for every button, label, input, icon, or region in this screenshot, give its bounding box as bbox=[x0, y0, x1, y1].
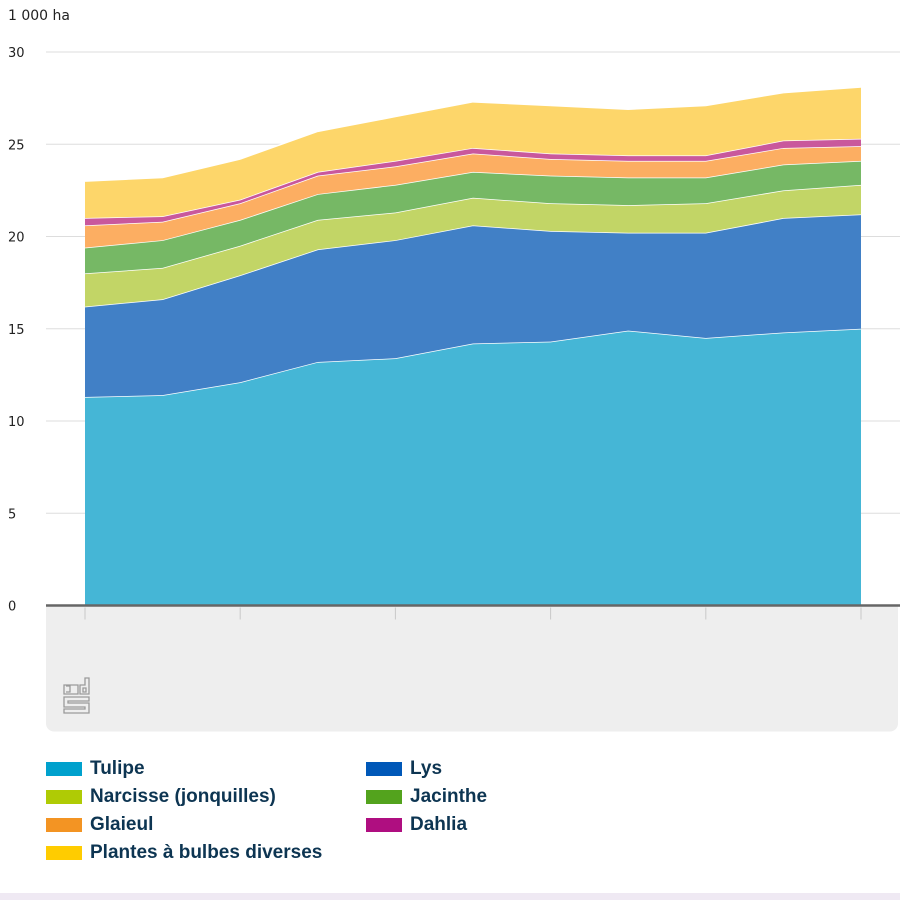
legend-label: Glaieul bbox=[90, 814, 154, 835]
legend-label: Narcisse (jonquilles) bbox=[90, 786, 276, 807]
area-tulipe bbox=[85, 328, 861, 606]
y-tick-label: 25 bbox=[8, 138, 25, 153]
legend-swatch bbox=[46, 762, 82, 776]
y-axis-unit-label: 1 000 ha bbox=[8, 8, 70, 24]
legend-label: Jacinthe bbox=[410, 786, 488, 807]
legend-label: Plantes à bulbes diverses bbox=[90, 842, 323, 863]
legend-label: Tulipe bbox=[90, 758, 145, 779]
legend-label: Lys bbox=[410, 758, 443, 779]
legend-swatch bbox=[366, 762, 402, 776]
legend-item: Plantes à bulbes diverses bbox=[46, 842, 322, 864]
legend-item: Dahlia bbox=[366, 814, 467, 836]
y-tick-label: 20 bbox=[8, 231, 25, 246]
area-glaieul bbox=[85, 146, 861, 248]
y-tick-label: 15 bbox=[8, 323, 25, 338]
legend-swatch bbox=[366, 790, 402, 804]
area-lys bbox=[85, 214, 861, 398]
y-tick-label: 10 bbox=[8, 415, 25, 430]
legend-item: Narcisse (jonquilles) bbox=[46, 786, 276, 808]
legend-item: Lys bbox=[366, 758, 442, 780]
legend-swatch bbox=[46, 818, 82, 832]
bottom-band bbox=[0, 893, 900, 900]
legend-swatch bbox=[46, 790, 82, 804]
legend-item: Tulipe bbox=[46, 758, 145, 780]
x-axis-band bbox=[46, 605, 898, 732]
stacked-area-chart: 0 5 10 15 20 25 30 bbox=[8, 46, 900, 732]
legend-item: Glaieul bbox=[46, 814, 153, 836]
area-dahlia bbox=[85, 138, 861, 226]
y-tick-label: 0 bbox=[8, 600, 16, 615]
legend-item: Jacinthe bbox=[366, 786, 487, 808]
legend-swatch bbox=[366, 818, 402, 832]
area-plantes-bulbes-diverses bbox=[85, 87, 861, 219]
area-jacinthe bbox=[85, 160, 861, 274]
area-narcisse-jonquilles bbox=[85, 184, 861, 307]
legend-swatch bbox=[46, 846, 82, 860]
legend-label: Dahlia bbox=[410, 814, 468, 835]
cbs-logo bbox=[63, 677, 90, 714]
y-tick-label: 5 bbox=[8, 507, 16, 522]
y-tick-label: 30 bbox=[8, 46, 25, 61]
